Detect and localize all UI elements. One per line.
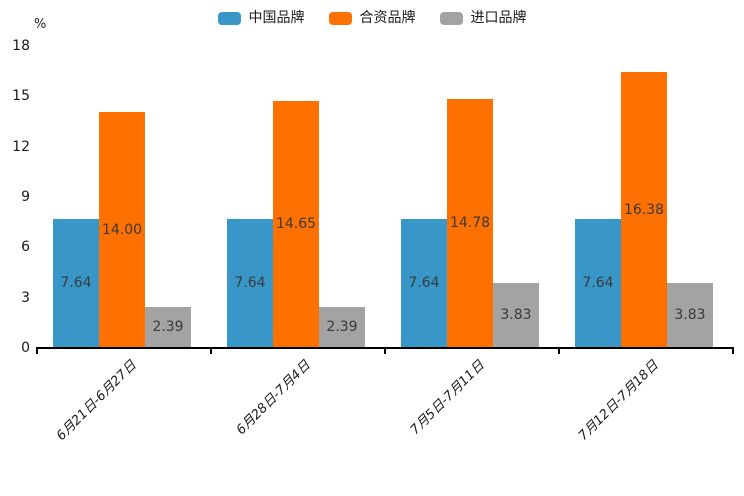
y-axis-tick-label: 0	[21, 340, 30, 356]
bar-series-2-group-1	[319, 307, 365, 347]
bar-value-label: 3.83	[500, 307, 532, 323]
legend-swatch-icon	[217, 11, 241, 25]
y-axis-unit-label: %	[34, 17, 47, 32]
bar-value-label: 14.78	[449, 215, 491, 231]
bar-series-0-group-3	[575, 219, 621, 347]
bar-value-label: 3.83	[674, 307, 706, 323]
y-axis-tick-label: 6	[21, 239, 30, 256]
bar-value-label: 14.00	[101, 221, 143, 238]
x-axis-line	[36, 347, 734, 349]
legend-item-series-1[interactable]: 合资品牌	[328, 10, 416, 26]
y-axis-tick-label: 18	[12, 38, 30, 54]
x-axis-category-label: 6月28日-7月4日	[233, 358, 314, 438]
bar-series-1-group-3	[621, 72, 667, 347]
bar-series-2-group-2	[493, 283, 539, 347]
chart-legend: 中国品牌 合资品牌 进口品牌	[0, 8, 744, 28]
x-axis-tick-mark	[384, 349, 386, 354]
bar-value-label: 16.38	[623, 201, 665, 218]
bar-series-1-group-0	[99, 112, 145, 347]
bar-value-label: 7.64	[408, 275, 440, 291]
bar-value-label: 2.39	[326, 319, 358, 335]
bar-series-0-group-1	[227, 219, 273, 347]
x-axis-category-label: 6月21日-6月27日	[53, 358, 140, 444]
bar-series-2-group-3	[667, 283, 713, 347]
bar-series-1-group-2	[447, 99, 493, 347]
legend-item-series-0[interactable]: 中国品牌	[217, 10, 305, 26]
legend-swatch-icon	[439, 11, 463, 25]
legend-label: 中国品牌	[248, 10, 305, 26]
bar-series-0-group-0	[53, 219, 99, 347]
bar-value-label: 7.64	[60, 275, 92, 291]
x-axis-tick-mark	[36, 349, 38, 354]
y-axis-tick-label: 9	[21, 189, 30, 205]
legend-label: 进口品牌	[470, 10, 527, 26]
bar-value-label: 7.64	[582, 275, 614, 291]
x-axis-category-label: 7月12日-7月18日	[575, 358, 662, 444]
bar-value-label: 2.39	[152, 319, 184, 335]
legend-label: 合资品牌	[359, 10, 416, 26]
legend-swatch-icon	[328, 11, 352, 25]
y-axis-tick-label: 3	[21, 289, 30, 306]
x-axis-tick-mark	[732, 349, 734, 354]
bar-value-label: 7.64	[234, 275, 266, 291]
legend-item-series-2[interactable]: 进口品牌	[439, 10, 527, 26]
x-axis-category-label: 7月5日-7月11日	[407, 358, 488, 438]
y-axis-tick-label: 12	[12, 138, 30, 155]
bar-series-0-group-2	[401, 219, 447, 347]
bar-series-2-group-0	[145, 307, 191, 347]
x-axis-tick-mark	[210, 349, 212, 354]
y-axis-tick-label: 15	[12, 88, 30, 105]
x-axis-tick-mark	[558, 349, 560, 354]
bar-value-label: 14.65	[275, 216, 317, 232]
bar-series-1-group-1	[273, 101, 319, 347]
